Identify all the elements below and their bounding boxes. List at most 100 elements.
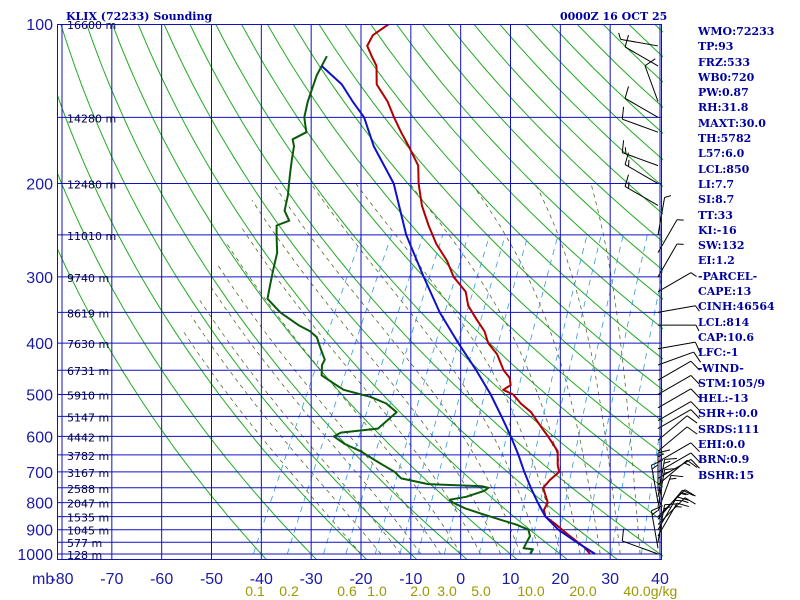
moist-adiabat-line (190, 315, 382, 555)
wind-barb-staff (650, 510, 659, 549)
temperature-tick-label: -60 (150, 571, 173, 588)
dry-adiabat-line (111, 24, 519, 560)
wind-barb-staff (624, 164, 659, 184)
wind-barb (650, 459, 663, 503)
stat-line: PW:0.87 (698, 86, 749, 100)
moist-adiabat-line (251, 199, 501, 555)
wind-barb-feather (664, 195, 672, 198)
pressure-tick-label: 400 (26, 336, 53, 353)
dry-adiabat-line (318, 24, 663, 391)
pressure-tick-label: 500 (26, 387, 53, 404)
height-label: 11010 m (67, 230, 116, 243)
wind-barb-feather (682, 489, 694, 497)
mixing-ratio-label: 10.0 (517, 583, 544, 599)
wind-barb (657, 388, 700, 409)
wind-barb-staff (657, 415, 688, 441)
wind-barb-feather (624, 34, 629, 48)
height-label: 6731 m (67, 365, 109, 378)
plot-border (57, 24, 662, 560)
wind-barb-feather (676, 496, 690, 501)
height-label: 5910 m (67, 389, 109, 402)
mixing-ratio-label: 1.0 (367, 583, 387, 599)
pressure-tick-label: 300 (26, 270, 53, 287)
wind-barb-feather (690, 409, 700, 419)
moist-adiabat-line (239, 225, 481, 555)
wind-barb-feather (695, 305, 700, 312)
dry-adiabat-line (57, 246, 268, 560)
moist-adiabat-line (272, 183, 521, 555)
wind-barb-feather (690, 452, 700, 463)
wind-barb-staff (657, 388, 692, 409)
stat-line: CAPE:13 (698, 285, 752, 299)
moist-adiabat-line (590, 183, 641, 555)
wind-barb-staff (650, 465, 659, 503)
stat-line: TH:5782 (698, 132, 752, 146)
height-label: 8619 m (67, 307, 109, 320)
wind-barb-feather (684, 489, 696, 497)
stat-line: FRZ:533 (698, 55, 751, 69)
wind-barb-feather (690, 459, 700, 469)
wind-barb-feather (684, 497, 696, 505)
temperature-tick-label: 10 (502, 571, 520, 588)
wind-barb-staff (657, 351, 694, 366)
stat-line: LCL:850 (698, 162, 750, 176)
temperature-tick-label: 40 (651, 571, 669, 588)
sounding-indices-panel: WMO:72233 TP:93 FRZ:533 WB0:720 PW:0.87 RH:31… (698, 24, 775, 483)
mixing-ratio-label: 0.2 (279, 583, 299, 599)
height-label: 9740 m (67, 272, 109, 285)
dry-adiabat-line (266, 24, 663, 455)
wind-barb-feather (657, 449, 671, 454)
wind-barb (657, 497, 696, 525)
height-label: 12480 m (67, 179, 116, 192)
wind-barbs (618, 32, 702, 555)
wind-barb-feather (690, 360, 700, 371)
wind-barb-staff (657, 497, 686, 525)
moist-adiabat-line (182, 331, 362, 555)
wind-barb-feather (690, 272, 697, 277)
height-label: 3782 m (67, 450, 109, 463)
timestamp-title: 0000Z 16 OCT 25 (560, 10, 668, 23)
stat-line: STM:105/9 (698, 376, 765, 390)
wind-barb-feather (624, 174, 629, 187)
wind-barb-staff (657, 426, 688, 452)
stat-line: WMO:72233 (698, 25, 775, 38)
wind-barb (657, 401, 700, 421)
wind-barb-staff (657, 305, 696, 313)
mixing-ratio-line (417, 234, 506, 555)
stat-line: BSHR:15 (698, 468, 755, 482)
wind-barb-feather (690, 442, 700, 453)
stat-line: HEL:-13 (698, 392, 749, 406)
temperature-tick-label: 30 (601, 571, 619, 588)
wind-barb-feather (624, 86, 629, 99)
height-label: 1045 m (67, 525, 109, 538)
dry-adiabat-line (215, 24, 663, 522)
wind-barb (657, 341, 701, 354)
wind-barb-staff (657, 489, 686, 517)
stat-line: SI:8.7 (698, 193, 735, 207)
dry-adiabat-line (57, 92, 368, 560)
wind-barb-staff (657, 219, 678, 253)
moist-adiabat-line (534, 183, 621, 555)
dry-adiabat-line (137, 24, 569, 560)
wind-barb (657, 458, 700, 479)
sounding-traces (266, 24, 596, 555)
wind-barb-feather (624, 147, 627, 155)
moist-adiabat-line (226, 243, 462, 555)
temperature-labels: -80 -70 -60 -50 -40 -30 -20 -10 0 10 20 30 40 (50, 571, 669, 588)
wind-barb-feather (686, 426, 698, 435)
pressure-tick-label: 900 (26, 523, 53, 540)
wind-barb-staff (657, 409, 692, 430)
wind-barb-staff (657, 458, 692, 479)
mixing-ratio-labels: 0.1 0.2 0.6 1.0 2.0 3.0 5.0 10.0 20.0 40.0 g/kg (245, 583, 677, 599)
wind-barb-staff (657, 341, 696, 350)
height-label: 577 m (67, 537, 102, 550)
mixing-ratio-line (286, 234, 392, 555)
wind-barb (657, 442, 700, 463)
mixing-ratio-line (512, 234, 588, 555)
stat-line: -WIND- (698, 361, 744, 375)
stat-line: TT:33 (698, 208, 733, 222)
dry-adiabat-line (86, 24, 469, 560)
wind-barb (657, 426, 698, 452)
